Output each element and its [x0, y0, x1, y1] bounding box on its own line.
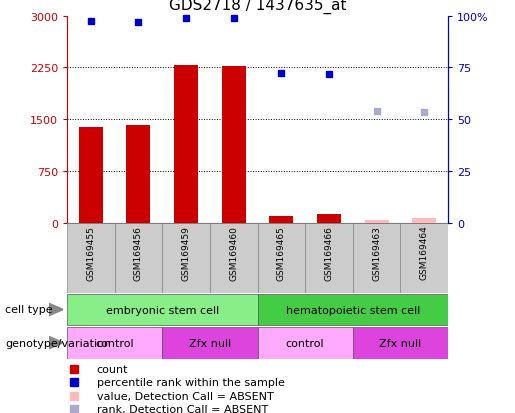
Text: GSM169459: GSM169459 [182, 225, 191, 280]
Bar [162, 223, 210, 293]
Text: rank, Detection Call = ABSENT: rank, Detection Call = ABSENT [97, 404, 268, 413]
Polygon shape [49, 304, 63, 316]
Bar [258, 294, 448, 325]
Bar [258, 223, 305, 293]
Bar [114, 223, 162, 293]
Bar [353, 223, 401, 293]
Bar [79, 128, 102, 223]
Text: cell type: cell type [5, 305, 53, 315]
Text: percentile rank within the sample: percentile rank within the sample [97, 377, 285, 387]
Text: control: control [95, 338, 134, 348]
Bar [67, 294, 258, 325]
Bar [162, 327, 258, 358]
Bar [67, 327, 162, 358]
Bar [353, 327, 448, 358]
Bar [305, 223, 353, 293]
Bar [174, 66, 198, 223]
Bar [67, 223, 115, 293]
Bar [269, 216, 293, 223]
Bar [222, 67, 246, 223]
Text: GSM169460: GSM169460 [229, 225, 238, 280]
Text: control: control [286, 338, 324, 348]
Text: GSM169464: GSM169464 [420, 225, 428, 280]
Bar [413, 219, 436, 223]
Text: GSM169456: GSM169456 [134, 225, 143, 280]
Text: value, Detection Call = ABSENT: value, Detection Call = ABSENT [97, 391, 273, 401]
Text: GSM169455: GSM169455 [87, 225, 95, 280]
Bar [365, 221, 388, 223]
Text: GSM169466: GSM169466 [324, 225, 333, 280]
Bar [258, 327, 353, 358]
Text: GSM169463: GSM169463 [372, 225, 381, 280]
Polygon shape [49, 337, 63, 349]
Title: GDS2718 / 1437635_at: GDS2718 / 1437635_at [169, 0, 346, 14]
Text: embryonic stem cell: embryonic stem cell [106, 305, 219, 315]
Bar [210, 223, 258, 293]
Bar [317, 215, 341, 223]
Text: Zfx null: Zfx null [188, 338, 231, 348]
Text: Zfx null: Zfx null [379, 338, 422, 348]
Text: hematopoietic stem cell: hematopoietic stem cell [286, 305, 420, 315]
Text: genotype/variation: genotype/variation [5, 338, 111, 348]
Bar [127, 125, 150, 223]
Bar [401, 223, 448, 293]
Text: count: count [97, 364, 128, 374]
Text: GSM169465: GSM169465 [277, 225, 286, 280]
